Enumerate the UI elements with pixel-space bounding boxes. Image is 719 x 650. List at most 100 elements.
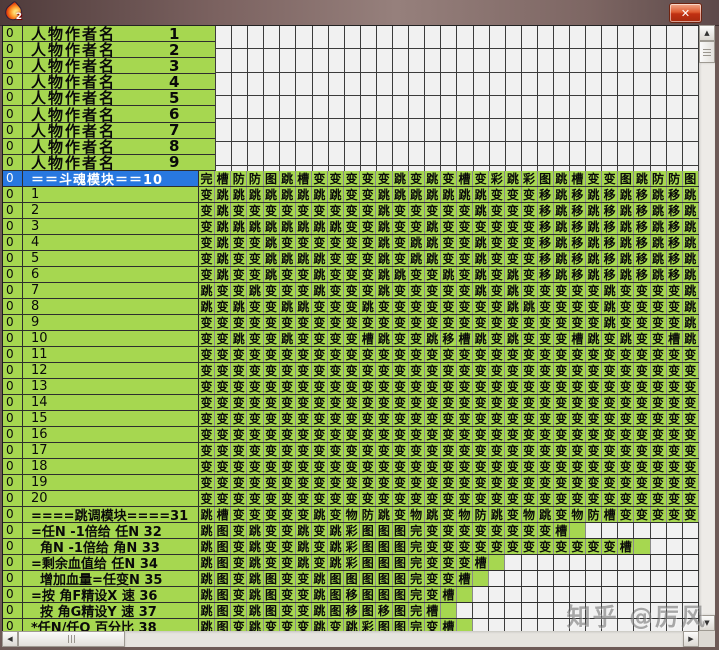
grid-cell[interactable]: 变 [424, 443, 441, 458]
grid-cell[interactable]: 跳 [473, 187, 490, 202]
grid-cell[interactable]: 移 [634, 267, 651, 282]
grid-cell[interactable] [634, 72, 651, 95]
grid-cell[interactable] [360, 142, 377, 165]
grid-cell[interactable]: 移 [440, 331, 457, 346]
grid-cell[interactable] [553, 555, 570, 570]
grid-cell[interactable]: 跳 [586, 219, 603, 234]
grid-cell[interactable]: 跳 [376, 267, 393, 282]
grid-cell[interactable]: 变 [360, 219, 377, 234]
grid-cell[interactable]: 图 [537, 171, 554, 186]
grid-cell[interactable]: 变 [408, 315, 425, 330]
grid-cell[interactable]: 变 [553, 459, 570, 474]
table-row[interactable]: 0 16 变变变变变变变变变变变变变变变变变变变变变变变变变变变变变变变 [3, 427, 699, 443]
app-icon[interactable]: 2 [1, 0, 26, 24]
grid-cell[interactable]: 变 [392, 299, 409, 314]
grid-cell[interactable]: 变 [376, 299, 393, 314]
grid-cell[interactable]: 变 [586, 347, 603, 362]
grid-cell[interactable]: 变 [215, 347, 232, 362]
grid-cell[interactable] [457, 165, 474, 171]
grid-cell[interactable]: 变 [295, 603, 312, 618]
grid-cell[interactable] [634, 26, 651, 49]
grid-cell[interactable]: 移 [569, 267, 586, 282]
grid-cell[interactable]: 变 [489, 235, 506, 250]
grid-cell[interactable]: 变 [231, 555, 248, 570]
grid-cell[interactable] [634, 523, 651, 538]
grid-cell[interactable] [666, 72, 683, 95]
grid-cell[interactable]: 变 [231, 523, 248, 538]
grid-cell[interactable] [376, 49, 394, 72]
grid-cell[interactable]: 变 [247, 379, 264, 394]
grid-cell[interactable] [457, 142, 474, 165]
grid-cell[interactable]: 变 [328, 363, 345, 378]
grid-cell[interactable]: 变 [295, 619, 312, 631]
grid-cell[interactable]: 变 [247, 299, 264, 314]
grid-cell[interactable] [650, 165, 667, 171]
grid-cell[interactable]: 完 [408, 523, 425, 538]
grid-cell[interactable]: 变 [344, 411, 361, 426]
grid-cell[interactable]: 槽 [473, 555, 490, 570]
grid-cell[interactable]: 变 [569, 379, 586, 394]
grid-cell[interactable]: 图 [328, 603, 345, 618]
grid-cell[interactable] [634, 539, 651, 554]
grid-cell[interactable]: 变 [666, 315, 683, 330]
grid-cell[interactable]: 变 [440, 411, 457, 426]
grid-cell[interactable]: 变 [521, 523, 538, 538]
grid-cell[interactable]: 变 [586, 379, 603, 394]
grid-cell[interactable]: 变 [489, 459, 506, 474]
grid-cell[interactable]: 变 [215, 427, 232, 442]
grid-cell[interactable] [521, 72, 538, 95]
grid-cell[interactable]: 变 [360, 251, 377, 266]
grid-cell[interactable]: 跳 [650, 187, 667, 202]
grid-cell[interactable] [570, 72, 587, 95]
grid-cell[interactable]: 变 [537, 315, 554, 330]
grid-cell[interactable]: 跳 [247, 587, 264, 602]
grid-cell[interactable] [280, 72, 297, 95]
grid-cell[interactable]: 变 [457, 427, 474, 442]
grid-cell[interactable]: 移 [569, 219, 586, 234]
grid-cell[interactable]: 跳 [231, 331, 248, 346]
grid-cell[interactable]: 图 [328, 571, 345, 586]
grid-cell[interactable] [537, 603, 554, 618]
grid-cell[interactable] [393, 165, 410, 171]
grid-cell[interactable] [682, 603, 699, 618]
grid-cell[interactable]: 变 [537, 459, 554, 474]
grid-cell[interactable]: 变 [489, 331, 506, 346]
grid-cell[interactable]: 变 [618, 379, 635, 394]
grid-cell[interactable]: 变 [311, 203, 328, 218]
grid-cell[interactable]: 变 [311, 171, 328, 186]
grid-cell[interactable] [650, 95, 667, 119]
grid-cell[interactable]: 变 [440, 299, 457, 314]
grid-cell[interactable]: 变 [215, 331, 232, 346]
grid-cell[interactable]: 跳 [263, 251, 280, 266]
grid-cell[interactable] [312, 49, 329, 72]
scroll-up-button[interactable]: ▲ [699, 25, 715, 41]
grid-cell[interactable]: 彩 [489, 171, 506, 186]
grid-cell[interactable]: 变 [650, 395, 667, 410]
grid-cell[interactable]: 跳 [295, 299, 312, 314]
grid-cell[interactable]: 变 [537, 443, 554, 458]
grid-cell[interactable]: 变 [199, 251, 216, 266]
grid-cell[interactable]: 变 [618, 491, 635, 506]
grid-cell[interactable]: 跳 [553, 267, 570, 282]
grid-cell[interactable]: 跳 [682, 251, 699, 266]
grid-cell[interactable]: 变 [457, 411, 474, 426]
grid-cell[interactable]: 变 [247, 347, 264, 362]
grid-cell[interactable] [248, 119, 265, 142]
grid-cell[interactable]: 变 [263, 411, 280, 426]
grid-cell[interactable]: 变 [553, 507, 570, 522]
grid-cell[interactable] [376, 26, 394, 49]
grid-cell[interactable]: 槽 [553, 523, 570, 538]
grid-cell[interactable] [505, 72, 522, 95]
grid-cell[interactable]: 变 [457, 491, 474, 506]
grid-cell[interactable] [344, 95, 361, 119]
grid-cell[interactable]: 变 [328, 331, 345, 346]
grid-cell[interactable]: 变 [666, 491, 683, 506]
grid-cell[interactable]: 变 [666, 347, 683, 362]
grid-cell[interactable]: 变 [569, 539, 586, 554]
grid-cell[interactable]: 跳 [682, 299, 699, 314]
grid-cell[interactable]: 变 [344, 315, 361, 330]
grid-cell[interactable]: 变 [376, 475, 393, 490]
